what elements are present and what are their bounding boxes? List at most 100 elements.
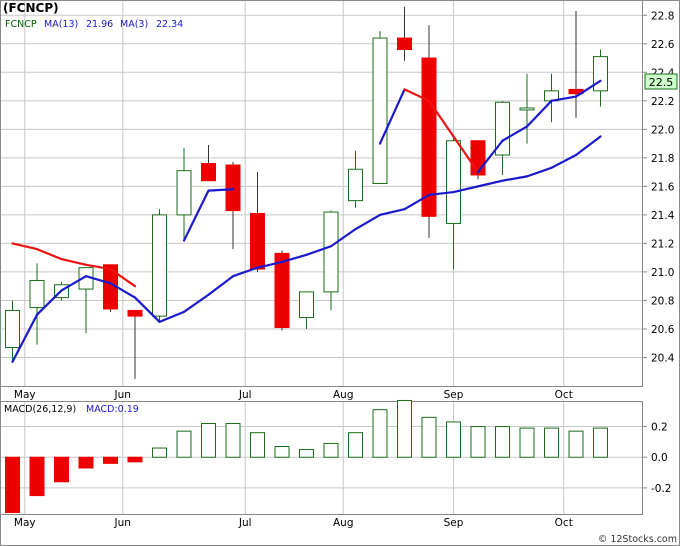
ma13-line-segment bbox=[476, 179, 504, 188]
macd-bar-positive bbox=[348, 432, 363, 458]
ma3-line-segment bbox=[378, 88, 406, 145]
month-axis: May May Jun Jun Jul Jul Aug Aug Sep Sep Oct Oct bbox=[14, 389, 573, 529]
ma13-line-segment bbox=[158, 310, 186, 323]
price-tick-label: 21.4 bbox=[651, 210, 675, 222]
moving-average-layer bbox=[11, 79, 602, 363]
ma13-line-segment bbox=[182, 293, 210, 313]
ma13-line-segment bbox=[550, 153, 578, 169]
macd-bar-positive bbox=[519, 427, 535, 458]
legend-ma3-value: 22.34 bbox=[156, 19, 183, 30]
ma13-line-segment bbox=[84, 275, 112, 285]
price-tick-label: 22.8 bbox=[651, 10, 674, 22]
macd-bar-positive bbox=[299, 449, 314, 458]
price-tick-label: 22.6 bbox=[651, 39, 675, 51]
month-label: Jul bbox=[238, 389, 252, 401]
price-grid bbox=[1, 1, 642, 386]
ma13-line-segment bbox=[305, 245, 333, 256]
candle-up bbox=[519, 107, 535, 111]
month-label: May bbox=[14, 389, 36, 401]
candle-down bbox=[421, 57, 437, 217]
macd-bar-positive bbox=[152, 447, 167, 458]
macd-bar-negative bbox=[54, 456, 69, 483]
last-price-badge-text: 22.5 bbox=[649, 76, 674, 89]
macd-month-label: Jun bbox=[114, 517, 131, 529]
candle-up bbox=[152, 214, 167, 317]
macd-bar-positive bbox=[201, 422, 216, 458]
macd-axis: 0.2 0.0 -0.2 bbox=[642, 422, 672, 495]
macd-grid bbox=[1, 402, 642, 514]
ma3-line-segment bbox=[84, 263, 112, 271]
macd-bar-positive bbox=[568, 430, 584, 458]
ma3-line-segment bbox=[403, 88, 431, 102]
ma13-line-segment bbox=[11, 313, 39, 363]
candle-down bbox=[274, 252, 290, 329]
candle-up bbox=[29, 279, 45, 309]
month-label: Oct bbox=[555, 389, 573, 401]
macd-panel-frame bbox=[0, 401, 643, 515]
ma3-line-segment bbox=[207, 188, 235, 192]
ma13-line-segment bbox=[329, 228, 357, 248]
macd-label: MACD(26,12,9) bbox=[4, 404, 76, 415]
ma3-line-segment bbox=[550, 95, 578, 102]
ma3-line-segment bbox=[452, 135, 480, 174]
month-label: Sep bbox=[444, 389, 464, 401]
ma13-line-segment bbox=[378, 208, 406, 216]
chart-title: (FCNCP) bbox=[3, 1, 59, 15]
price-tick-label: 21.8 bbox=[651, 153, 674, 165]
ma13-line-segment bbox=[60, 275, 88, 292]
ma3-line-segment bbox=[574, 79, 602, 98]
macd-bar-positive bbox=[421, 416, 437, 458]
macd-month-label: Aug bbox=[333, 517, 354, 529]
macd-bars-layer bbox=[5, 399, 608, 513]
macd-month-label: Sep bbox=[444, 517, 464, 529]
legend-ma13-value: 21.96 bbox=[86, 19, 113, 30]
ma13-line-segment bbox=[231, 266, 259, 278]
candle-down bbox=[225, 164, 241, 212]
ma13-line-segment bbox=[207, 275, 235, 296]
macd-bar-positive bbox=[470, 426, 486, 458]
candle-down bbox=[250, 212, 265, 270]
ma3-line-segment bbox=[182, 189, 210, 242]
candle-down bbox=[397, 37, 412, 50]
macd-bar-positive bbox=[176, 430, 192, 458]
candle-up bbox=[5, 309, 20, 349]
price-tick-label: 21.2 bbox=[651, 238, 674, 250]
candle-down bbox=[201, 163, 216, 182]
macd-bar-positive bbox=[274, 445, 290, 458]
ma3-line-segment bbox=[109, 267, 137, 288]
ma13-line-segment bbox=[109, 282, 137, 299]
ma13-line-segment bbox=[35, 289, 63, 316]
macd-bar-positive bbox=[225, 422, 241, 458]
ma3-line-segment bbox=[476, 139, 504, 174]
legend-ma13-label: MA(13) bbox=[44, 19, 78, 30]
ma13-line-segment bbox=[280, 253, 308, 264]
macd-month-label: May bbox=[14, 517, 36, 529]
price-tick-label: 20.4 bbox=[651, 352, 675, 364]
macd-bar-positive bbox=[544, 427, 559, 458]
candles-layer bbox=[5, 6, 608, 379]
candle-up bbox=[446, 140, 461, 224]
ma3-line-segment bbox=[11, 242, 39, 251]
macd-bar-negative bbox=[78, 456, 94, 469]
ma3-line-segment bbox=[501, 125, 529, 142]
macd-bar-positive bbox=[323, 442, 339, 458]
ma13-line-segment bbox=[574, 135, 602, 157]
ma3-line-segment bbox=[60, 257, 88, 266]
macd-bar-positive bbox=[397, 399, 412, 458]
ma13-line-segment bbox=[403, 193, 431, 211]
price-panel-frame bbox=[0, 0, 643, 387]
month-label: Jun bbox=[114, 389, 131, 401]
candle-down bbox=[127, 309, 143, 317]
macd-bar-negative bbox=[103, 456, 118, 464]
price-tick-label: 21.6 bbox=[651, 181, 675, 193]
ma13-line-segment bbox=[354, 213, 382, 231]
ma13-line-segment bbox=[501, 175, 529, 182]
price-tick-label: 20.6 bbox=[651, 324, 675, 336]
candle-up bbox=[176, 170, 192, 216]
candle-down bbox=[470, 140, 486, 176]
ma3-line-segment bbox=[35, 248, 63, 261]
ma13-line-segment bbox=[133, 296, 161, 323]
ma13-line-segment bbox=[427, 190, 455, 197]
macd-tick-label: 0.0 bbox=[651, 452, 668, 464]
